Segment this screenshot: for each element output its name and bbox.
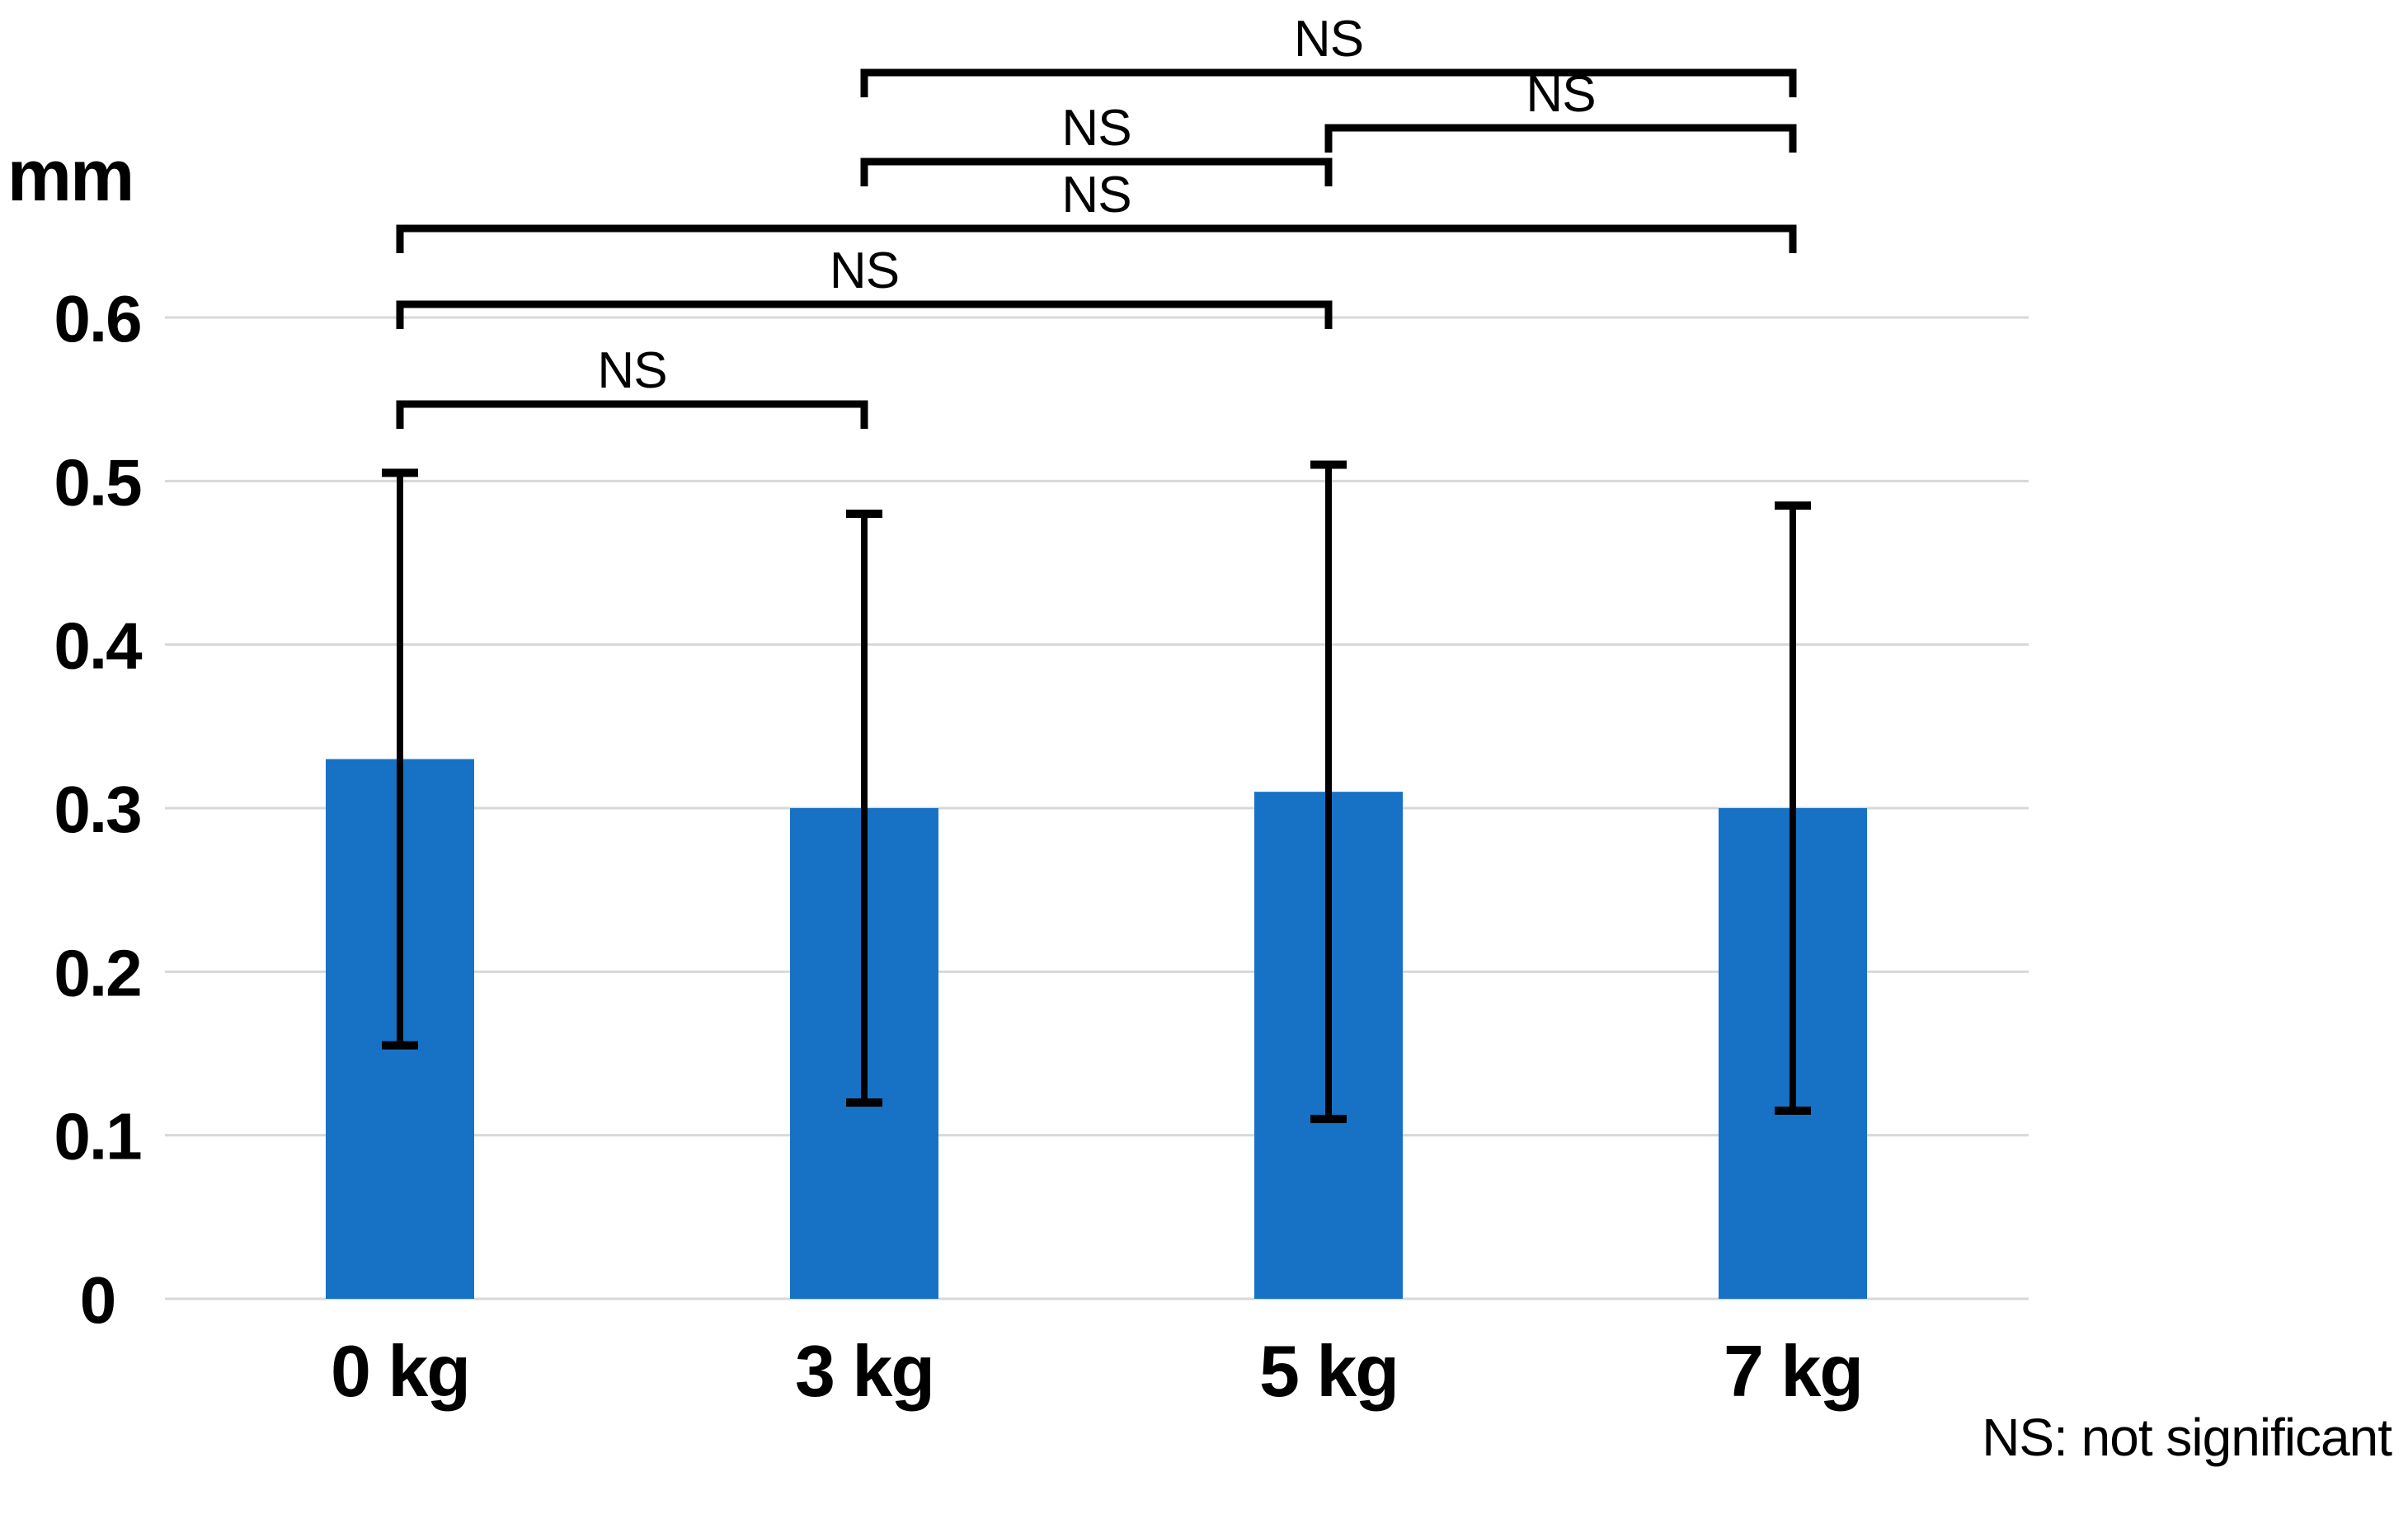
tick-labels: 0 0.1 0.2 0.3 0.4 0.5 0.6 0 kg 3 kg 5 kg 7 kg bbox=[54, 282, 1864, 1412]
ns-label: NS bbox=[1061, 167, 1131, 223]
error-bar-3-kg bbox=[846, 510, 882, 1107]
y-tick-label: 0.4 bbox=[54, 609, 143, 683]
bracket-0-kg-3-kg bbox=[396, 400, 868, 429]
bracket-0-kg-7-kg bbox=[396, 224, 1797, 253]
gridlines bbox=[165, 316, 2029, 1300]
y-tick-label: 0 bbox=[80, 1263, 115, 1337]
significance-brackets: NS NS NS NS NS NS bbox=[396, 11, 1797, 429]
y-tick-label: 0.5 bbox=[54, 445, 141, 519]
y-tick-label: 0.3 bbox=[54, 773, 140, 846]
footnote: NS: not significant bbox=[1982, 1408, 2392, 1467]
bracket-5-kg-7-kg bbox=[1324, 124, 1797, 153]
y-axis-unit-label: mm bbox=[7, 134, 134, 216]
error-bar-0-kg bbox=[382, 468, 418, 1050]
ns-label: NS bbox=[830, 242, 899, 299]
x-tick-label-5-kg: 5 kg bbox=[1259, 1330, 1398, 1412]
ns-label: NS bbox=[597, 342, 666, 399]
ns-label: NS bbox=[1294, 11, 1363, 68]
x-tick-label-3-kg: 3 kg bbox=[795, 1330, 934, 1412]
y-tick-label: 0.6 bbox=[54, 282, 140, 355]
y-tick-label: 0.1 bbox=[54, 1100, 141, 1173]
bracket-3-kg-5-kg bbox=[860, 158, 1333, 186]
bars bbox=[326, 759, 1867, 1299]
error-bar-7-kg bbox=[1775, 501, 1811, 1115]
x-tick-label-0-kg: 0 kg bbox=[331, 1330, 469, 1412]
x-tick-label-7-kg: 7 kg bbox=[1724, 1330, 1862, 1412]
bracket-3-kg-7-kg bbox=[860, 68, 1797, 97]
ns-label: NS bbox=[1061, 100, 1131, 157]
bracket-0-kg-5-kg bbox=[396, 300, 1333, 329]
error-bar-5-kg bbox=[1310, 460, 1347, 1123]
error-bars bbox=[382, 460, 1811, 1123]
ns-label: NS bbox=[1526, 66, 1595, 123]
y-tick-label: 0.2 bbox=[54, 936, 140, 1009]
